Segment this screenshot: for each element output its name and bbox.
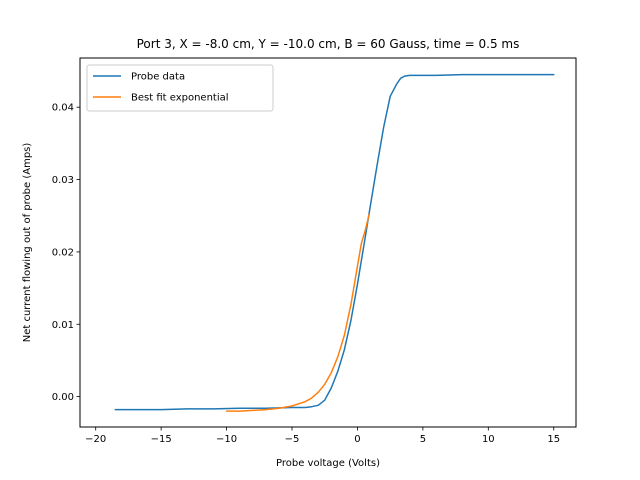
y-axis: 0.00 0.01 0.02 0.03 0.04: [52, 103, 80, 403]
series-layer: [114, 73, 555, 412]
x-axis: −20 −15 −10 −5 0 5 10 15: [85, 427, 560, 445]
y-tick-label: 0.04: [52, 103, 74, 114]
x-tick-label: −10: [216, 434, 237, 445]
legend-label-1: Probe data: [131, 72, 185, 83]
x-tick-label: 15: [547, 434, 560, 445]
y-tick-label: 0.03: [52, 175, 74, 186]
y-tick-label: 0.00: [52, 392, 74, 403]
x-tick-label: 0: [354, 434, 360, 445]
x-tick-label: 5: [420, 434, 426, 445]
x-tick-label: 10: [482, 434, 495, 445]
y-tick-label: 0.01: [52, 320, 74, 331]
legend-box: [86, 64, 274, 112]
y-tick-label: 0.02: [52, 247, 74, 258]
legend-label-2: Best fit exponential: [131, 93, 229, 104]
x-tick-label: −15: [151, 434, 172, 445]
legend: Probe data Best fit exponential: [86, 64, 274, 112]
series-line-2: [225, 213, 370, 412]
plot-frame: [79, 57, 577, 428]
x-tick-label: −20: [85, 434, 106, 445]
x-axis-label: Probe voltage (Volts): [276, 458, 380, 469]
x-tick-label: −5: [285, 434, 300, 445]
series-line-1: [114, 73, 555, 411]
chart-title: Port 3, X = -8.0 cm, Y = -10.0 cm, B = 6…: [137, 37, 520, 51]
y-axis-label: Net current flowing out of probe (Amps): [22, 143, 33, 343]
